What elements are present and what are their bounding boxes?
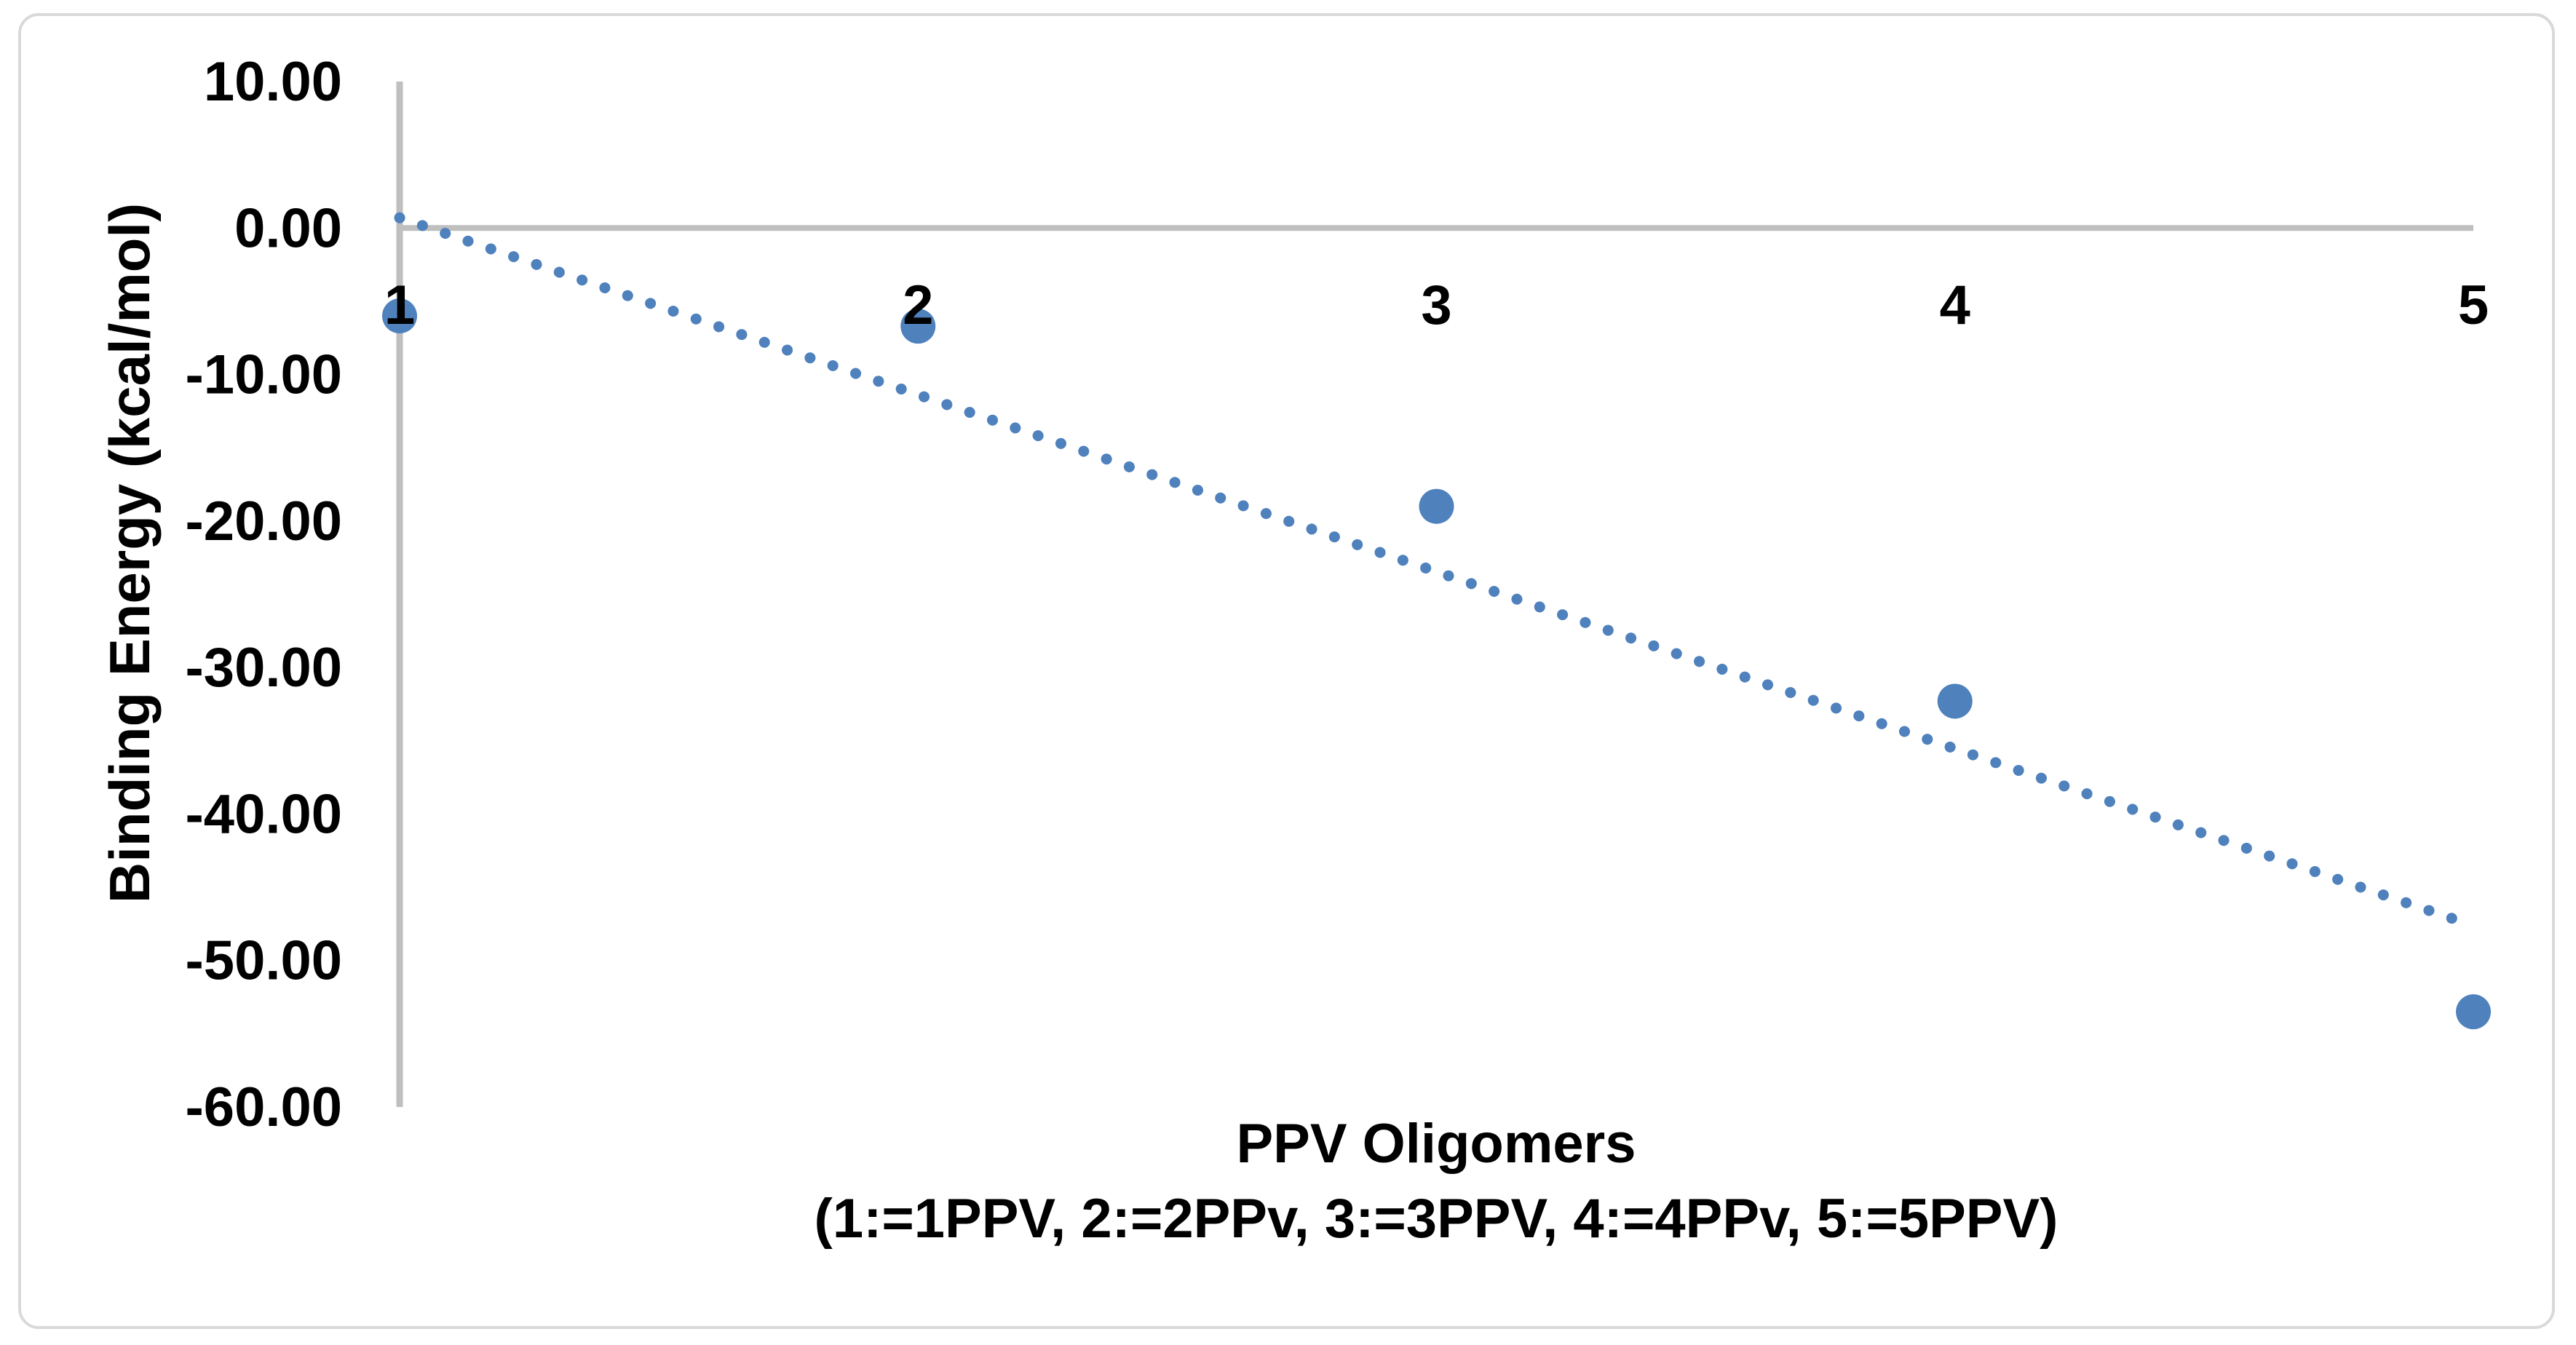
y-tick-label: -30.00 — [186, 637, 343, 699]
y-tick-label: -60.00 — [186, 1076, 343, 1138]
data-point — [1419, 488, 1454, 524]
y-tick-label: 0.00 — [234, 197, 342, 259]
y-tick-label: -10.00 — [186, 344, 343, 406]
trendline-group — [394, 212, 2474, 929]
y-tick-label: -50.00 — [186, 930, 343, 992]
x-axis-title: PPV Oligomers — [1236, 1113, 1636, 1175]
x-tick-label: 4 — [1940, 274, 1970, 336]
axes-group — [396, 82, 2473, 1107]
data-points-group — [382, 298, 2491, 1030]
x-tick-label: 5 — [2458, 274, 2489, 336]
x-tick-label: 3 — [1421, 274, 1451, 336]
x-axis-title-subtitle: (1:=1PPV, 2:=2PPv, 3:=3PPV, 4:=4PPv, 5:=… — [814, 1188, 2058, 1250]
chart-border — [18, 13, 2555, 1329]
y-tick-label: 10.00 — [204, 51, 342, 113]
data-point — [1937, 683, 1973, 719]
y-axis-title: Binding Energy (kcal/mol) — [98, 202, 162, 904]
trendline — [394, 212, 2474, 929]
data-point — [2456, 994, 2491, 1030]
x-tick-label: 2 — [903, 274, 933, 336]
y-tick-label: -20.00 — [186, 491, 343, 552]
data-point — [382, 298, 417, 334]
x-tick-label: 1 — [384, 274, 415, 336]
tick-labels-group: 1 2 3 4 5 10.00 0.00 -10.00 -20.00 -30.00 -40.00 -5… — [186, 51, 2489, 1138]
data-point — [900, 309, 936, 344]
y-tick-label: -40.00 — [186, 783, 343, 845]
